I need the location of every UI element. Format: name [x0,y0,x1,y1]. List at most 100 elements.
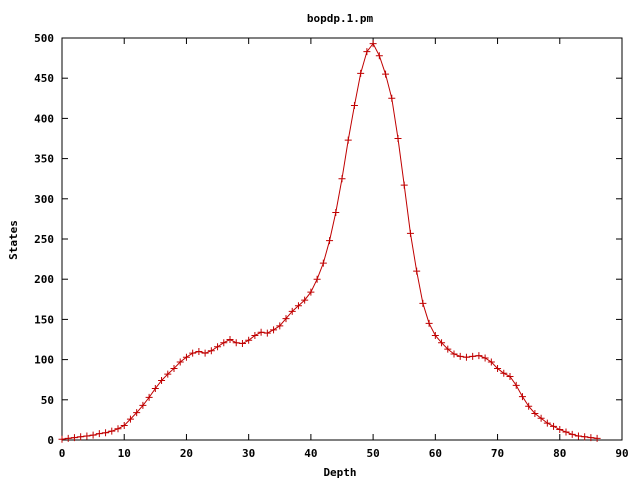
x-axis-label: Depth [323,466,356,479]
data-point-marker [307,288,315,296]
data-point-marker [263,329,271,337]
data-point-marker [494,364,502,372]
data-point-marker [357,69,365,77]
data-point-marker [195,348,203,356]
data-point-marker [139,401,147,409]
data-point-marker [164,370,172,378]
data-point-marker [338,175,346,183]
y-tick-label: 400 [34,112,54,125]
data-point-marker [537,414,545,422]
x-tick-label: 40 [304,447,317,460]
data-point-marker [562,428,570,436]
data-point-marker [220,339,228,347]
data-point-marker [207,347,215,355]
y-tick-label: 500 [34,32,54,45]
data-point-marker [319,259,327,267]
y-tick-label: 0 [47,434,54,447]
plot-area [58,40,601,443]
data-point-marker [189,349,197,357]
y-axis-label: States [7,220,20,260]
data-point-marker [543,419,551,427]
data-point-marker [406,229,414,237]
data-point-marker [581,433,589,441]
data-point-marker [120,422,128,430]
data-point-marker [375,52,383,60]
data-point-marker [182,353,190,361]
data-point-marker [83,432,91,440]
data-point-marker [158,377,166,385]
data-point-marker [481,354,489,362]
data-point-marker [301,296,309,304]
y-tick-label: 350 [34,153,54,166]
data-point-marker [238,340,246,348]
data-point-marker [176,358,184,366]
data-point-marker [556,426,564,434]
data-point-marker [469,352,477,360]
y-tick-label: 450 [34,72,54,85]
x-tick-label: 0 [59,447,66,460]
data-point-marker [114,425,122,433]
data-point-marker [145,393,153,401]
data-point-marker [350,102,358,110]
data-point-marker [170,364,178,372]
data-point-marker [270,326,278,334]
data-point-marker [574,432,582,440]
data-point-marker [251,331,259,339]
data-point-marker [201,349,209,357]
data-point-marker [294,302,302,310]
data-point-marker [518,393,526,401]
data-point-marker [232,339,240,347]
data-point-marker [531,409,539,417]
data-point-marker [313,275,321,283]
data-point-marker [89,431,97,439]
data-point-marker [419,299,427,307]
data-point-marker [413,267,421,275]
data-point-marker [568,430,576,438]
data-point-marker [444,345,452,353]
data-point-marker [332,208,340,216]
data-point-marker [382,70,390,78]
data-point-marker [450,350,458,358]
data-point-marker [344,136,352,144]
data-point-marker [245,336,253,344]
data-point-marker [462,353,470,361]
x-tick-label: 90 [615,447,628,460]
data-point-marker [425,319,433,327]
data-point-marker [58,435,66,443]
x-tick-label: 70 [491,447,504,460]
y-tick-label: 50 [41,394,54,407]
data-point-marker [64,434,72,442]
data-point-marker [550,422,558,430]
data-point-marker [257,328,265,336]
data-point-marker [388,94,396,102]
data-point-marker [288,307,296,315]
data-point-marker [593,434,601,442]
data-point-marker [363,48,371,56]
data-point-marker [102,429,110,437]
x-tick-label: 20 [180,447,193,460]
data-point-marker [108,427,116,435]
data-point-marker [525,402,533,410]
x-tick-label: 30 [242,447,255,460]
data-point-marker [70,434,78,442]
data-point-marker [276,322,284,330]
data-point-marker [431,331,439,339]
data-point-marker [226,336,234,343]
data-point-marker [95,430,103,438]
data-point-marker [587,434,595,442]
data-point-marker [151,385,159,393]
data-point-marker [456,352,464,360]
data-point-marker [369,40,377,48]
chart-title: bopdp.1.pm [307,12,374,25]
data-point-marker [438,339,446,347]
plot-frame [61,37,623,441]
data-point-marker [394,135,402,142]
data-point-marker [500,369,508,377]
data-point-marker [77,433,85,441]
y-tick-label: 200 [34,273,54,286]
data-point-marker [326,237,334,245]
y-tick-label: 300 [34,193,54,206]
data-point-marker [126,415,134,423]
x-tick-label: 80 [553,447,566,460]
